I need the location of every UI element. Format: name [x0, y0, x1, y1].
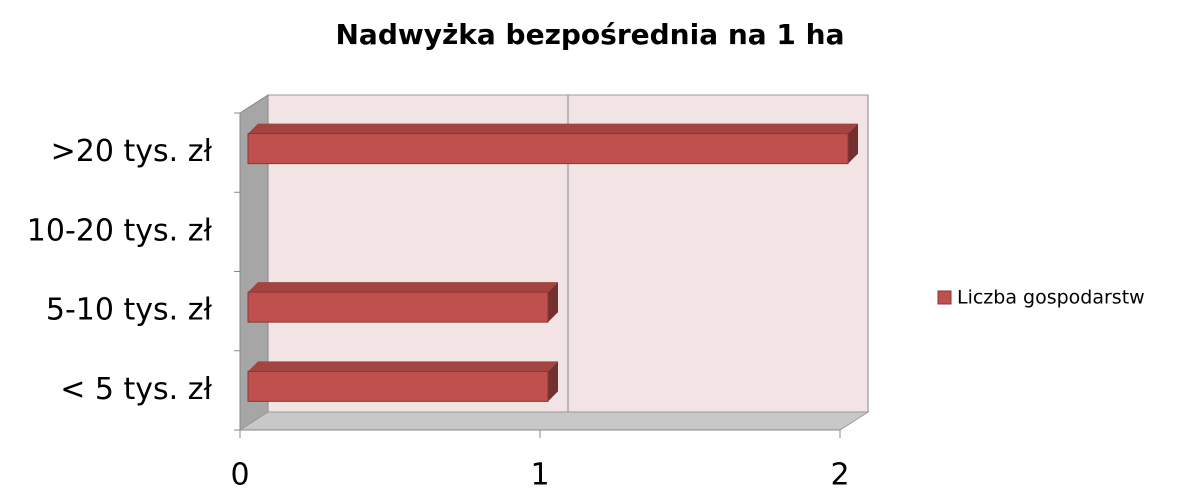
bar-top [248, 361, 558, 372]
bar-front [247, 291, 549, 323]
floor [238, 411, 870, 431]
y-tick-label: 5-10 tys. zł [46, 293, 213, 328]
x-tick-label: 2 [830, 458, 849, 493]
bar-top [248, 282, 558, 293]
bar-front [247, 133, 849, 165]
x-tick-label: 0 [230, 458, 249, 493]
y-tick-label: 10-20 tys. zł [27, 213, 213, 248]
bar-top [248, 123, 858, 134]
y-tick-label: < 5 tys. zł [60, 372, 212, 407]
bar [247, 282, 558, 323]
legend-label: Liczba gospodarstw [957, 287, 1145, 309]
bar-end [548, 361, 558, 402]
legend-swatch [937, 290, 952, 305]
x-tick-label: 1 [530, 458, 549, 493]
bar-end [848, 123, 858, 164]
chart-title: Nadwyżka bezpośrednia na 1 ha [336, 18, 845, 51]
bar-end [548, 282, 558, 323]
bar [247, 123, 858, 165]
bar-front [247, 370, 549, 402]
y-tick-label: >20 tys. zł [51, 134, 213, 169]
bar [247, 361, 558, 402]
